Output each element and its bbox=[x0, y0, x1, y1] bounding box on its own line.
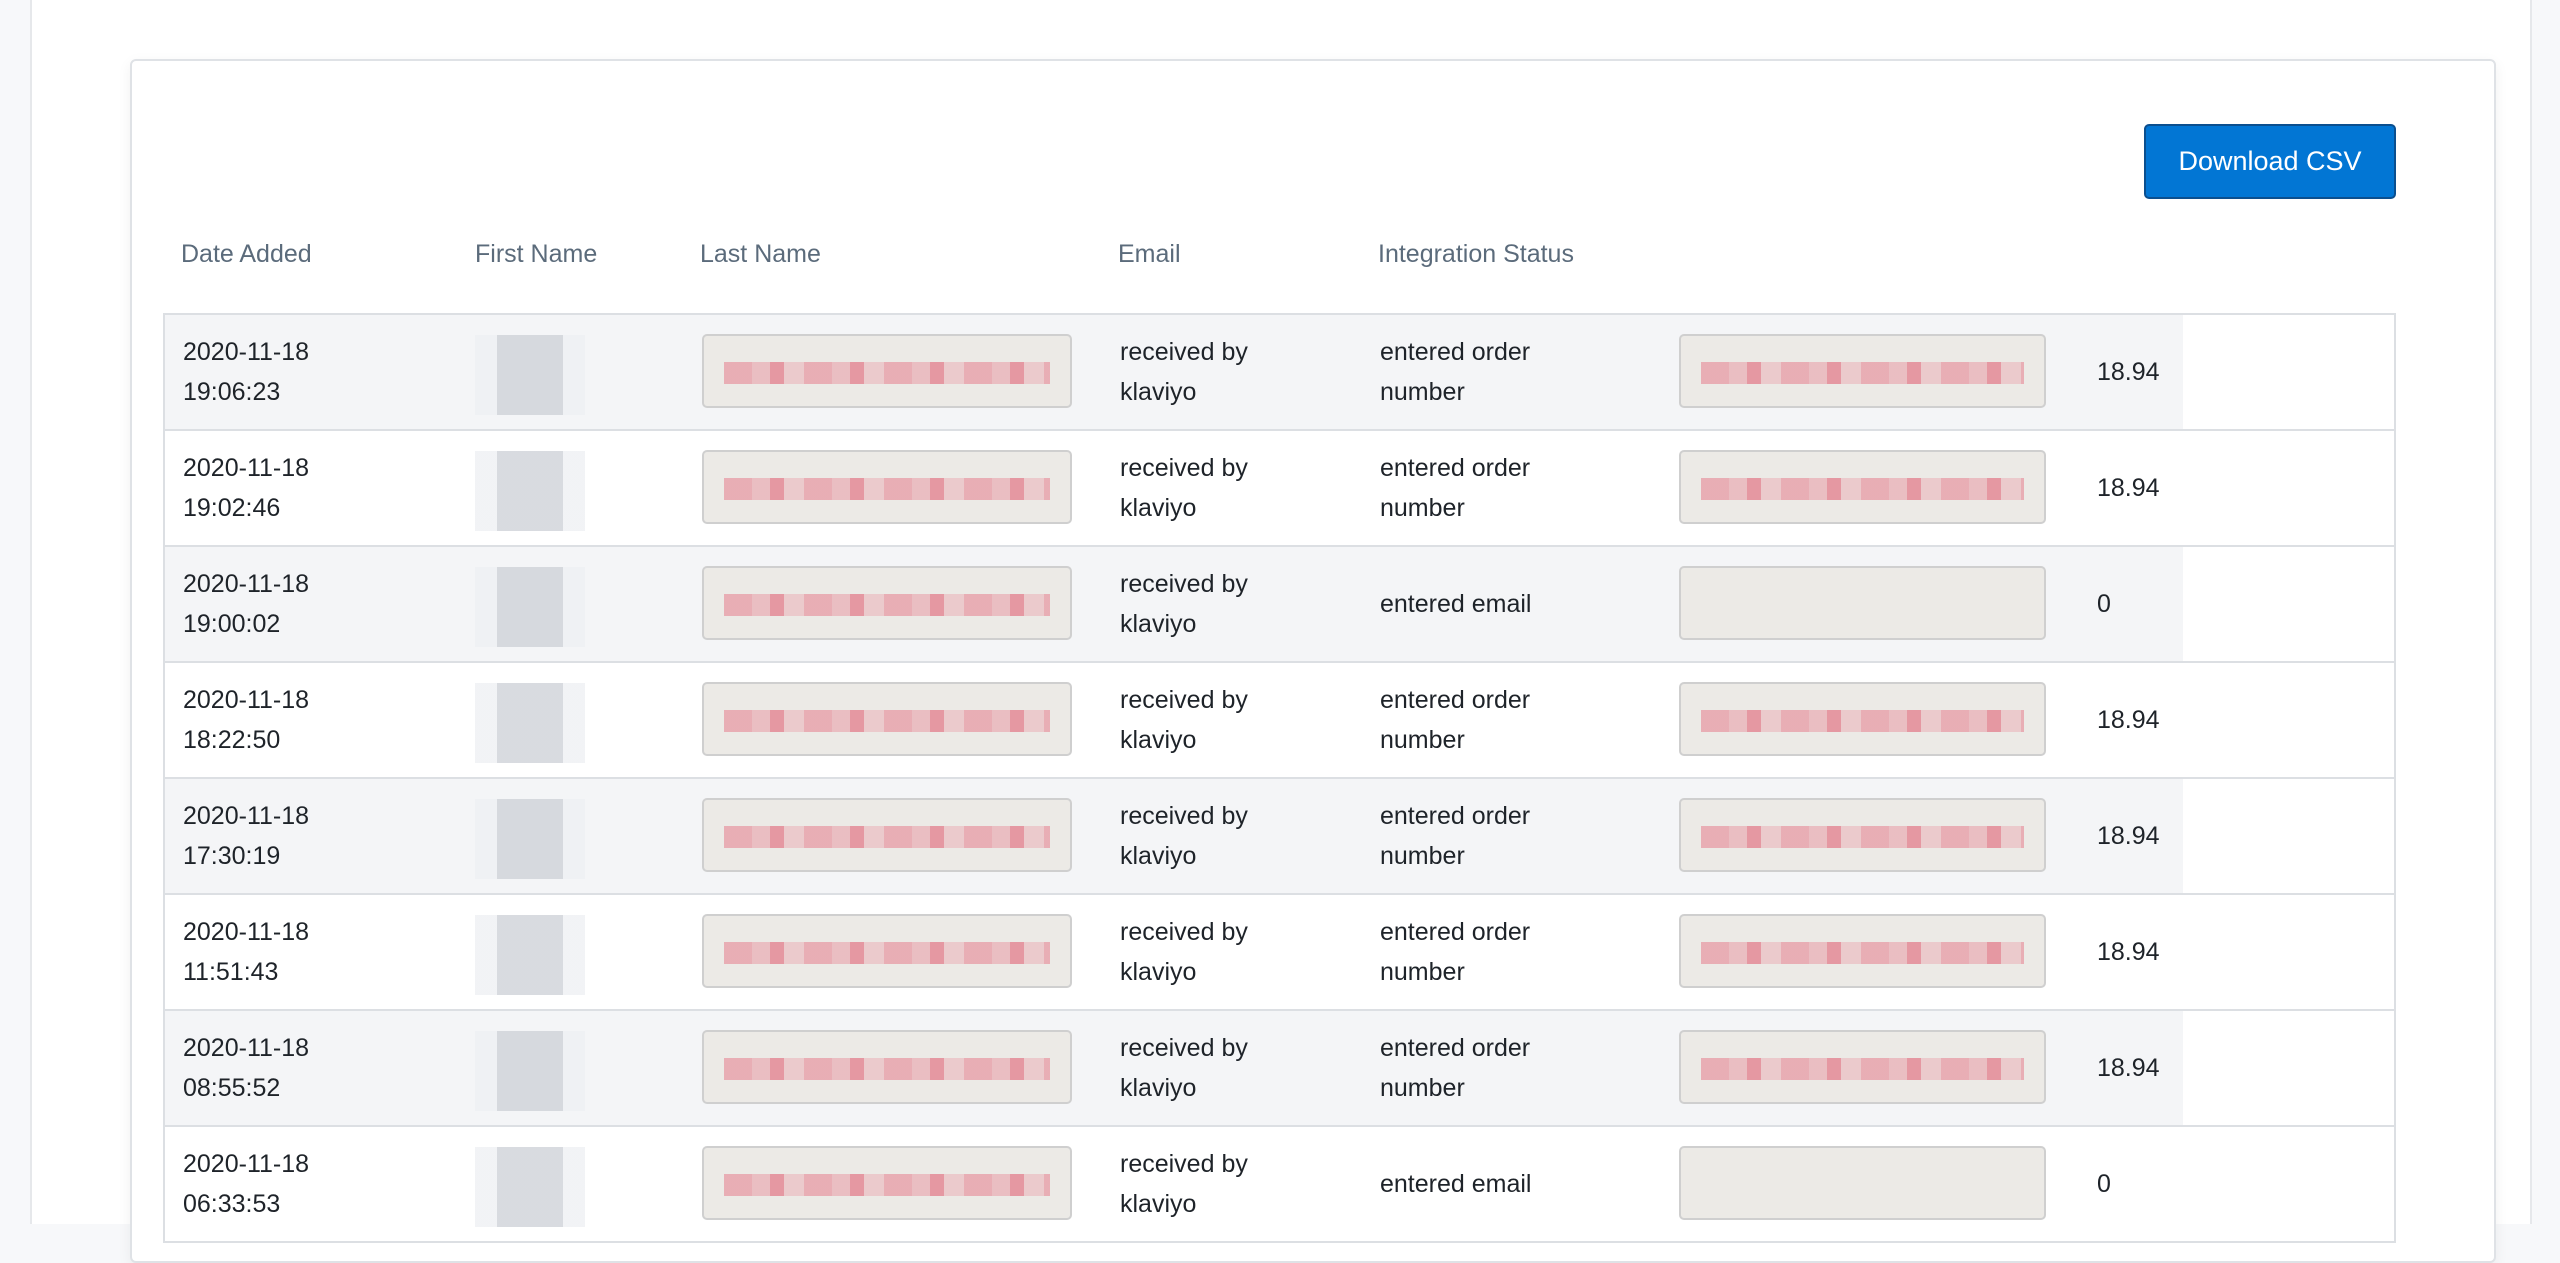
last-name-redacted bbox=[702, 1146, 1072, 1220]
value-cell: 18.94 bbox=[2097, 938, 2160, 966]
value-cell: 18.94 bbox=[2097, 822, 2160, 850]
email-cell: received by klaviyo bbox=[1120, 454, 1248, 522]
last-name-redacted bbox=[702, 914, 1072, 988]
column-header-integration-status[interactable]: Integration Status bbox=[1378, 240, 1574, 268]
redacted-field bbox=[1679, 1030, 2046, 1104]
integration-status-cell: entered order number bbox=[1380, 454, 1531, 522]
date-added-cell: 2020-11-18 19:06:23 bbox=[183, 338, 310, 406]
table-row: 2020-11-18 08:55:52 received by klaviyo e… bbox=[165, 1011, 2394, 1127]
email-cell: received by klaviyo bbox=[1120, 686, 1248, 754]
integration-status-cell: entered order number bbox=[1380, 686, 1531, 754]
last-name-redacted bbox=[702, 334, 1072, 408]
value-cell: 18.94 bbox=[2097, 706, 2160, 734]
first-name-redacted bbox=[475, 1031, 585, 1111]
email-cell: received by klaviyo bbox=[1120, 1034, 1248, 1102]
redacted-field bbox=[1679, 914, 2046, 988]
integration-status-cell: entered email bbox=[1380, 590, 1532, 618]
first-name-redacted bbox=[475, 799, 585, 879]
value-cell: 0 bbox=[2097, 590, 2111, 618]
last-name-redacted bbox=[702, 1030, 1072, 1104]
first-name-redacted bbox=[475, 915, 585, 995]
table-row: 2020-11-18 18:22:50 received by klaviyo e… bbox=[165, 663, 2394, 779]
column-header-last-name[interactable]: Last Name bbox=[700, 240, 821, 268]
integration-status-cell: entered order number bbox=[1380, 918, 1531, 986]
redacted-field bbox=[1679, 1146, 2046, 1220]
redacted-field bbox=[1679, 334, 2046, 408]
first-name-redacted bbox=[475, 683, 585, 763]
integration-status-cell: entered order number bbox=[1380, 1034, 1531, 1102]
table-row: 2020-11-18 17:30:19 received by klaviyo e… bbox=[165, 779, 2394, 895]
first-name-redacted bbox=[475, 451, 585, 531]
table-row: 2020-11-18 11:51:43 received by klaviyo e… bbox=[165, 895, 2394, 1011]
integration-status-cell: entered order number bbox=[1380, 802, 1531, 870]
date-added-cell: 2020-11-18 08:55:52 bbox=[183, 1034, 310, 1102]
table-row: 2020-11-18 06:33:53 received by klaviyo e… bbox=[165, 1127, 2394, 1243]
table-row: 2020-11-18 19:00:02 received by klaviyo e… bbox=[165, 547, 2394, 663]
integration-status-cell: entered order number bbox=[1380, 338, 1531, 406]
first-name-redacted bbox=[475, 567, 585, 647]
table-row: 2020-11-18 19:02:46 received by klaviyo e… bbox=[165, 431, 2394, 547]
first-name-redacted bbox=[475, 335, 585, 415]
email-cell: received by klaviyo bbox=[1120, 802, 1248, 870]
date-added-cell: 2020-11-18 19:00:02 bbox=[183, 570, 310, 638]
redacted-field bbox=[1679, 682, 2046, 756]
column-header-email[interactable]: Email bbox=[1118, 240, 1181, 268]
last-name-redacted bbox=[702, 682, 1072, 756]
email-cell: received by klaviyo bbox=[1120, 570, 1248, 638]
column-header-date-added[interactable]: Date Added bbox=[181, 240, 312, 268]
value-cell: 18.94 bbox=[2097, 1054, 2160, 1082]
redacted-field bbox=[1679, 798, 2046, 872]
integration-status-cell: entered email bbox=[1380, 1170, 1532, 1198]
date-added-cell: 2020-11-18 06:33:53 bbox=[183, 1150, 310, 1218]
value-cell: 18.94 bbox=[2097, 474, 2160, 502]
date-added-cell: 2020-11-18 19:02:46 bbox=[183, 454, 310, 522]
last-name-redacted bbox=[702, 798, 1072, 872]
column-header-first-name[interactable]: First Name bbox=[475, 240, 598, 268]
last-name-redacted bbox=[702, 450, 1072, 524]
download-csv-button[interactable]: Download CSV bbox=[2144, 124, 2396, 199]
last-name-redacted bbox=[702, 566, 1072, 640]
value-cell: 0 bbox=[2097, 1170, 2111, 1198]
email-cell: received by klaviyo bbox=[1120, 1150, 1248, 1218]
date-added-cell: 2020-11-18 11:51:43 bbox=[183, 918, 310, 986]
email-cell: received by klaviyo bbox=[1120, 918, 1248, 986]
date-added-cell: 2020-11-18 17:30:19 bbox=[183, 802, 310, 870]
table-row: 2020-11-18 19:06:23 received by klaviyo e… bbox=[165, 315, 2394, 431]
date-added-cell: 2020-11-18 18:22:50 bbox=[183, 686, 310, 754]
email-cell: received by klaviyo bbox=[1120, 338, 1248, 406]
redacted-field bbox=[1679, 566, 2046, 640]
leads-table: 2020-11-18 19:06:23 received by klaviyo e… bbox=[163, 313, 2396, 1243]
value-cell: 18.94 bbox=[2097, 358, 2160, 386]
redacted-field bbox=[1679, 450, 2046, 524]
first-name-redacted bbox=[475, 1147, 585, 1227]
